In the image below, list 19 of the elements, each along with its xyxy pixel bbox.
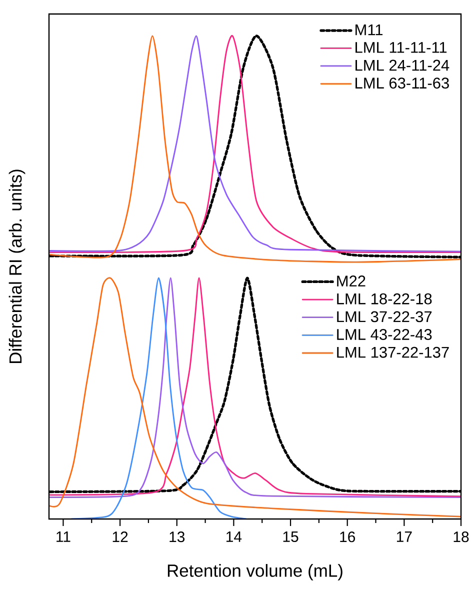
x-tick-label: 17: [396, 532, 412, 542]
legend-label: M11: [356, 24, 383, 36]
x-tick-label: 18: [454, 532, 469, 542]
x-tick-label: 12: [112, 532, 128, 542]
x-tick-label: 13: [170, 532, 185, 542]
x-tick-label: 11: [56, 532, 70, 542]
legend-label: LML 24-11-24: [356, 60, 450, 71]
legend-label: LML 37-22-37: [337, 311, 432, 322]
legend-label: LML 18-22-18: [337, 293, 432, 304]
y-axis-title: Differential RI (arb. units): [8, 170, 26, 363]
x-axis-title: Retention volume (mL): [168, 564, 342, 580]
x-tick-label: 16: [340, 532, 356, 542]
x-tick-label: 15: [283, 532, 298, 542]
legend-label: M22: [337, 276, 366, 286]
x-tick-label: 14: [226, 532, 242, 542]
legend-label: LML 137-22-137: [337, 346, 449, 358]
legend-label: LML 43-22-43: [337, 329, 432, 340]
legend-label: LML 11-11-11: [356, 42, 447, 53]
legend-label: LML 63-11-63: [356, 78, 449, 89]
